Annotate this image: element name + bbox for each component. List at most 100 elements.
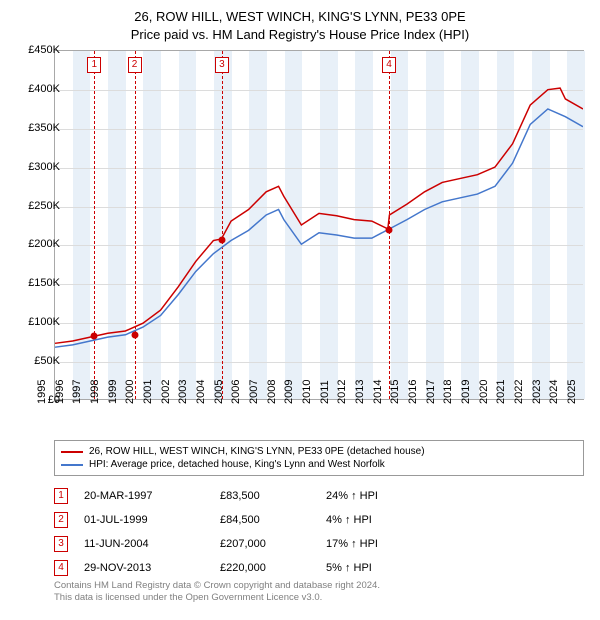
x-tick-label: 2001 xyxy=(142,380,154,404)
transaction-index: 1 xyxy=(54,488,68,504)
y-tick-label: £100K xyxy=(28,316,60,328)
marker-box: 1 xyxy=(87,57,101,73)
transaction-price: £220,000 xyxy=(220,562,310,574)
marker-box: 3 xyxy=(215,57,229,73)
x-tick-label: 2019 xyxy=(460,380,472,404)
transaction-row: 3 11-JUN-2004 £207,000 17% ↑ HPI xyxy=(54,532,584,556)
x-tick-label: 2009 xyxy=(283,380,295,404)
legend-label: HPI: Average price, detached house, King… xyxy=(89,459,385,470)
transaction-pct: 24% ↑ HPI xyxy=(326,490,446,502)
year-band xyxy=(285,51,303,399)
x-tick-label: 1998 xyxy=(89,380,101,404)
y-tick-label: £50K xyxy=(34,355,60,367)
year-band xyxy=(391,51,409,399)
title-address: 26, ROW HILL, WEST WINCH, KING'S LYNN, P… xyxy=(10,8,590,26)
x-tick-label: 2007 xyxy=(248,380,260,404)
x-tick-label: 2025 xyxy=(566,380,578,404)
transaction-date: 11-JUN-2004 xyxy=(84,538,204,550)
transaction-price: £84,500 xyxy=(220,514,310,526)
legend: 26, ROW HILL, WEST WINCH, KING'S LYNN, P… xyxy=(54,440,584,476)
year-band xyxy=(355,51,373,399)
x-tick-label: 2002 xyxy=(160,380,172,404)
footer-line-1: Contains HM Land Registry data © Crown c… xyxy=(54,580,584,592)
y-tick-label: £300K xyxy=(28,161,60,173)
transaction-index: 3 xyxy=(54,536,68,552)
x-tick-label: 2020 xyxy=(478,380,490,404)
legend-swatch xyxy=(61,451,83,453)
transaction-pct: 5% ↑ HPI xyxy=(326,562,446,574)
transaction-index: 4 xyxy=(54,560,68,576)
x-tick-label: 2010 xyxy=(301,380,313,404)
year-band xyxy=(461,51,479,399)
transaction-date: 29-NOV-2013 xyxy=(84,562,204,574)
x-tick-label: 2017 xyxy=(425,380,437,404)
year-band xyxy=(249,51,267,399)
year-band xyxy=(179,51,197,399)
marker-dot xyxy=(386,226,393,233)
chart-plot-area: 1 2 3 4 xyxy=(54,50,584,400)
transaction-price: £207,000 xyxy=(220,538,310,550)
title-subtitle: Price paid vs. HM Land Registry's House … xyxy=(10,26,590,44)
transaction-price: £83,500 xyxy=(220,490,310,502)
x-tick-label: 2006 xyxy=(230,380,242,404)
marker-box: 2 xyxy=(128,57,142,73)
transaction-index: 2 xyxy=(54,512,68,528)
x-tick-label: 2004 xyxy=(195,380,207,404)
x-tick-label: 1995 xyxy=(36,380,48,404)
year-band xyxy=(108,51,126,399)
transaction-date: 01-JUL-1999 xyxy=(84,514,204,526)
legend-row: 26, ROW HILL, WEST WINCH, KING'S LYNN, P… xyxy=(61,445,577,458)
x-tick-label: 2015 xyxy=(389,380,401,404)
x-tick-label: 2008 xyxy=(266,380,278,404)
x-tick-label: 2016 xyxy=(407,380,419,404)
legend-row: HPI: Average price, detached house, King… xyxy=(61,458,577,471)
marker-box: 4 xyxy=(382,57,396,73)
year-band xyxy=(532,51,550,399)
x-tick-label: 2011 xyxy=(319,380,331,404)
x-tick-label: 2024 xyxy=(548,380,560,404)
marker-vline xyxy=(222,51,223,399)
transaction-pct: 17% ↑ HPI xyxy=(326,538,446,550)
x-tick-label: 2018 xyxy=(442,380,454,404)
x-tick-label: 1997 xyxy=(71,380,83,404)
title-block: 26, ROW HILL, WEST WINCH, KING'S LYNN, P… xyxy=(0,0,600,48)
chart-container: 26, ROW HILL, WEST WINCH, KING'S LYNN, P… xyxy=(0,0,600,620)
year-band xyxy=(567,51,585,399)
year-band xyxy=(497,51,515,399)
legend-label: 26, ROW HILL, WEST WINCH, KING'S LYNN, P… xyxy=(89,446,425,457)
y-tick-label: £400K xyxy=(28,83,60,95)
y-tick-label: £350K xyxy=(28,122,60,134)
transaction-pct: 4% ↑ HPI xyxy=(326,514,446,526)
legend-swatch xyxy=(61,464,83,466)
marker-dot xyxy=(131,332,138,339)
y-tick-label: £250K xyxy=(28,200,60,212)
x-tick-label: 2013 xyxy=(354,380,366,404)
y-tick-label: £450K xyxy=(28,44,60,56)
year-band xyxy=(426,51,444,399)
x-tick-label: 2022 xyxy=(513,380,525,404)
year-band xyxy=(320,51,338,399)
transaction-table: 1 20-MAR-1997 £83,500 24% ↑ HPI 2 01-JUL-1999… xyxy=(54,484,584,580)
transaction-row: 4 29-NOV-2013 £220,000 5% ↑ HPI xyxy=(54,556,584,580)
x-tick-label: 2023 xyxy=(531,380,543,404)
transaction-date: 20-MAR-1997 xyxy=(84,490,204,502)
x-tick-label: 2000 xyxy=(124,380,136,404)
x-tick-label: 2005 xyxy=(213,380,225,404)
transaction-row: 2 01-JUL-1999 £84,500 4% ↑ HPI xyxy=(54,508,584,532)
x-tick-label: 2014 xyxy=(372,380,384,404)
x-tick-label: 1999 xyxy=(107,380,119,404)
x-tick-label: 2021 xyxy=(495,380,507,404)
y-tick-label: £150K xyxy=(28,277,60,289)
year-band xyxy=(143,51,161,399)
marker-vline xyxy=(135,51,136,399)
transaction-row: 1 20-MAR-1997 £83,500 24% ↑ HPI xyxy=(54,484,584,508)
marker-dot xyxy=(218,237,225,244)
footer-attribution: Contains HM Land Registry data © Crown c… xyxy=(54,580,584,605)
x-tick-label: 2012 xyxy=(336,380,348,404)
x-tick-label: 2003 xyxy=(177,380,189,404)
marker-vline xyxy=(94,51,95,399)
x-tick-label: 1996 xyxy=(54,380,66,404)
year-band xyxy=(73,51,91,399)
footer-line-2: This data is licensed under the Open Gov… xyxy=(54,592,584,604)
marker-dot xyxy=(91,333,98,340)
